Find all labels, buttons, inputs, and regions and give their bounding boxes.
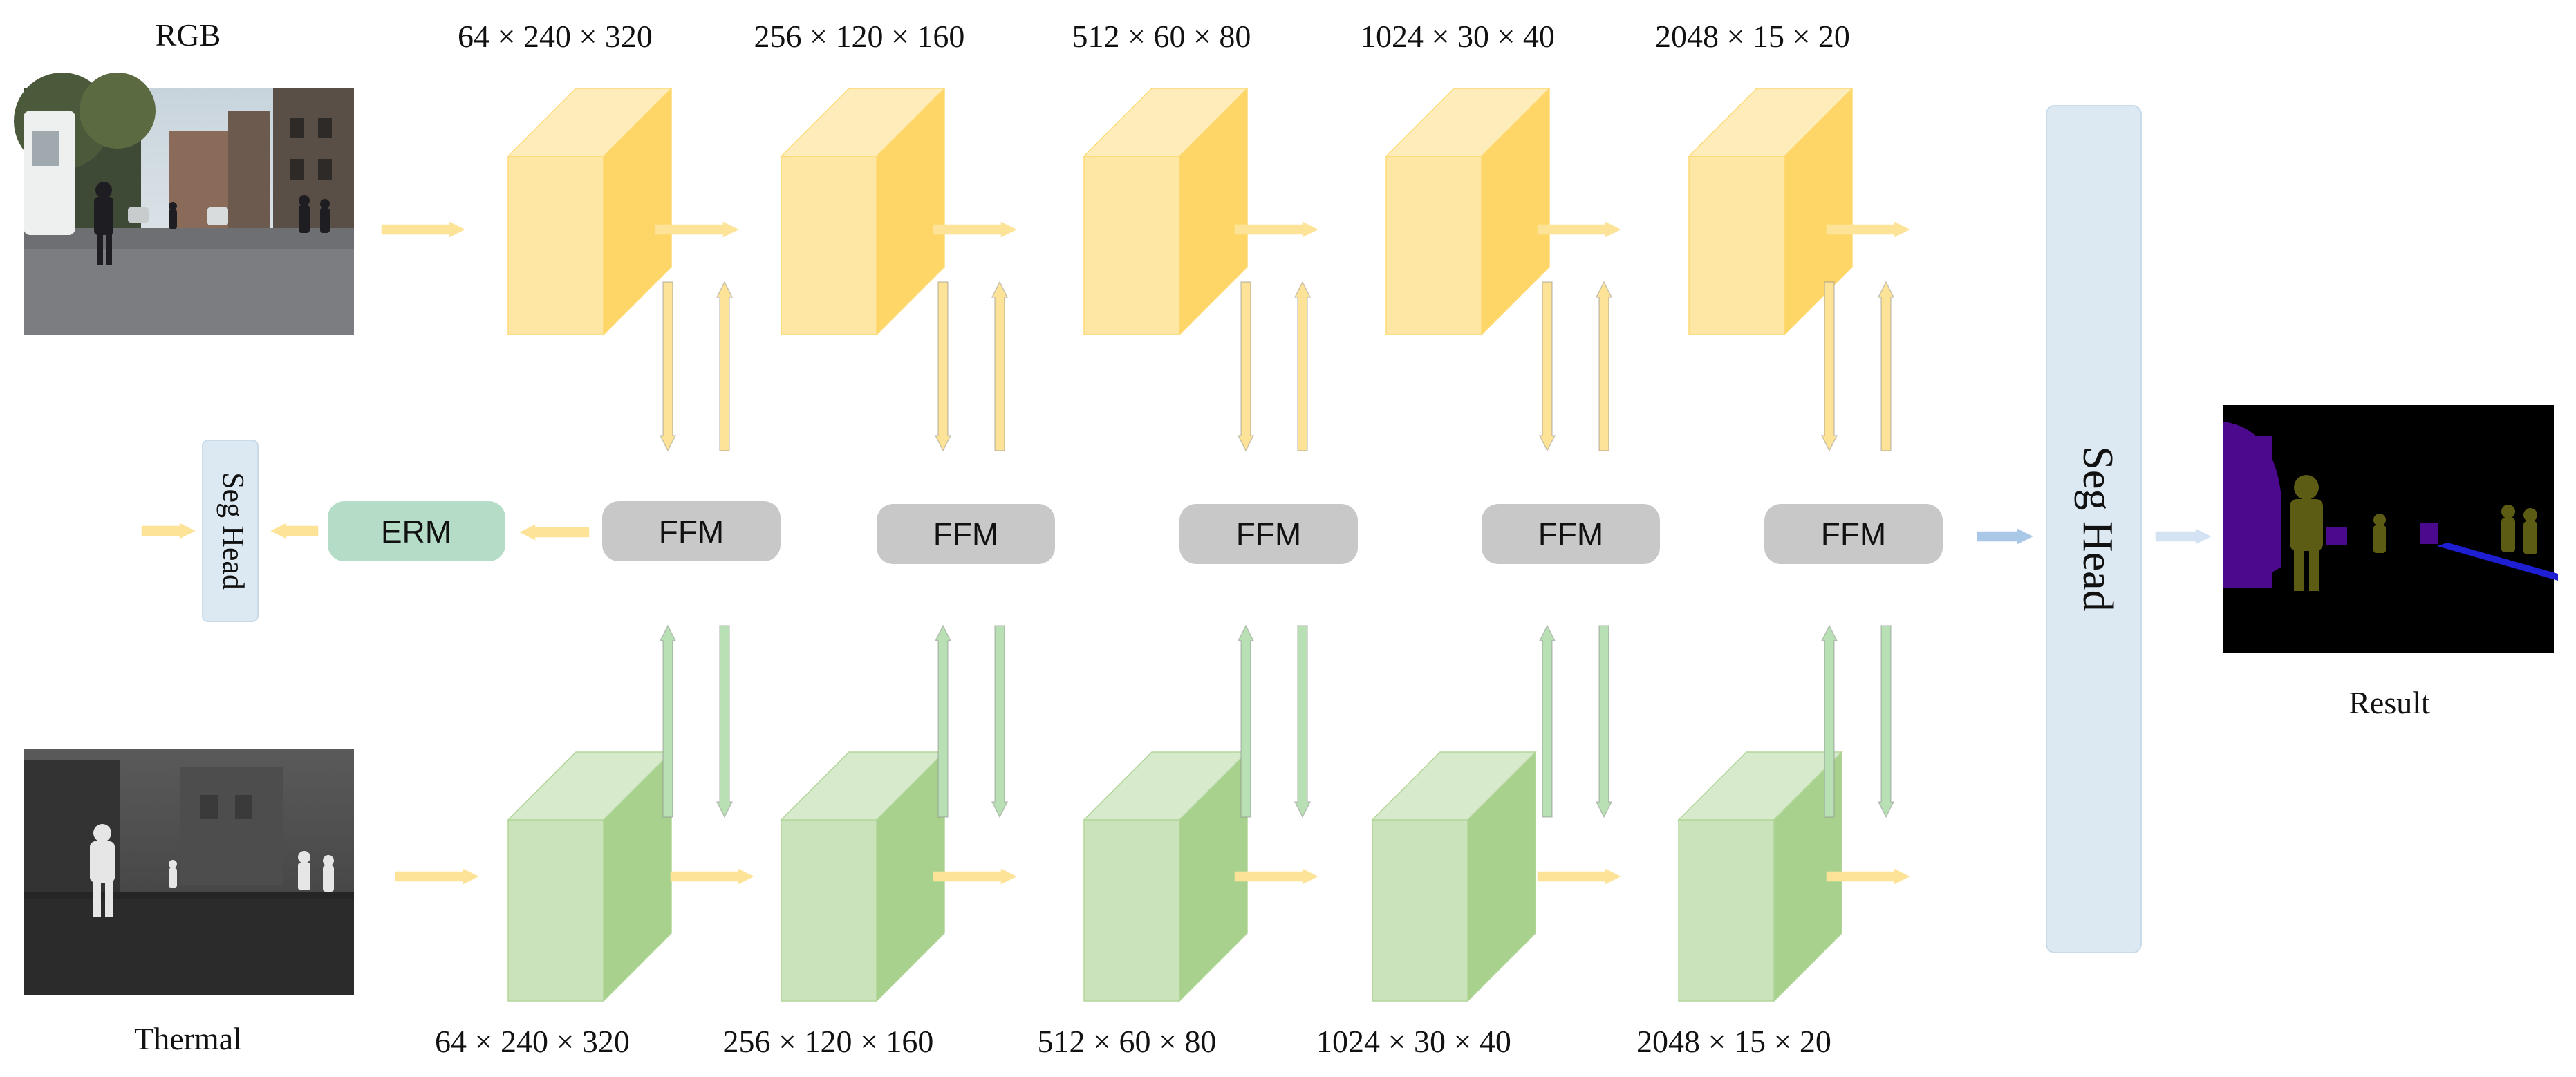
ffm-to-thermal-arrow-4 bbox=[1595, 625, 1613, 818]
thermal-label: Thermal bbox=[134, 1021, 242, 1056]
thermal-flow-arrow-1 bbox=[395, 868, 480, 885]
thermal-to-ffm-arrow-2 bbox=[934, 624, 952, 818]
ffm-module-3-label: FFM bbox=[1236, 516, 1302, 552]
rgb-feature-block-5 bbox=[1688, 87, 1854, 336]
rgb-stage-2-dims: 256 × 120 × 160 bbox=[754, 19, 965, 54]
ffm-to-thermal-arrow-2 bbox=[991, 625, 1009, 818]
rgb-flow-arrow-2 bbox=[655, 221, 740, 238]
ffm-module-1: FFM bbox=[602, 501, 781, 561]
rgb-feature-block-4 bbox=[1385, 87, 1551, 336]
thermal-stage-4-dims: 1024 × 30 × 40 bbox=[1316, 1024, 1511, 1059]
thermal-feature-block-1 bbox=[507, 751, 673, 1002]
thermal-stage-2-dims: 256 × 120 × 160 bbox=[723, 1024, 934, 1059]
rgb-to-ffm-arrow-5 bbox=[1820, 281, 1838, 452]
thermal-flow-arrow-3 bbox=[933, 868, 1018, 885]
rgb-label: RGB bbox=[156, 17, 221, 53]
ffm-module-5-label: FFM bbox=[1821, 516, 1887, 552]
rgb-to-ffm-arrow-1 bbox=[659, 281, 677, 452]
result-image bbox=[2223, 405, 2558, 653]
ffm-module-5: FFM bbox=[1764, 504, 1943, 564]
rgb-input-image bbox=[14, 73, 354, 335]
seghead-output-arrow bbox=[141, 523, 196, 539]
ffm-modules: FFM FFM FFM FFM FFM bbox=[602, 501, 1943, 564]
rgb-feature-block-2 bbox=[780, 87, 946, 336]
ffm-module-4: FFM bbox=[1482, 504, 1660, 564]
ffm-to-rgb-arrow-3 bbox=[1294, 281, 1312, 451]
rgb-stage-4-dims: 1024 × 30 × 40 bbox=[1360, 19, 1555, 54]
rgb-encoder-blocks bbox=[507, 87, 1854, 336]
flow-arrows bbox=[141, 221, 2212, 885]
rgb-stage-3-dims: 512 × 60 × 80 bbox=[1072, 19, 1251, 54]
erm-label: ERM bbox=[381, 514, 451, 550]
thermal-input-image bbox=[24, 749, 354, 995]
rgb-to-ffm-arrow-4 bbox=[1538, 281, 1556, 452]
seg-head-large: Seg Head bbox=[2046, 105, 2142, 953]
rgb-to-ffm-arrow-3 bbox=[1237, 281, 1255, 452]
erm-to-seghead-arrow bbox=[270, 523, 319, 539]
ffm-to-erm-arrow bbox=[519, 524, 590, 541]
erm-module: ERM bbox=[328, 501, 505, 561]
thermal-to-ffm-arrow-4 bbox=[1538, 624, 1556, 818]
rgb-flow-arrow-5 bbox=[1537, 221, 1622, 238]
rgb-flow-arrow-6 bbox=[1826, 221, 1911, 238]
ffm-to-rgb-arrow-1 bbox=[716, 281, 734, 451]
thermal-feature-block-2 bbox=[780, 751, 946, 1002]
ffm-to-thermal-arrow-5 bbox=[1877, 625, 1895, 818]
ffm-module-3: FFM bbox=[1179, 504, 1358, 564]
thermal-stage-3-dims: 512 × 60 × 80 bbox=[1038, 1024, 1217, 1059]
rgb-to-ffm-arrow-2 bbox=[934, 281, 952, 452]
thermal-to-ffm-arrow-5 bbox=[1820, 624, 1838, 818]
rgb-feature-block-3 bbox=[1083, 87, 1249, 336]
thermal-feature-block-5 bbox=[1677, 751, 1843, 1002]
rgb-feature-block-1 bbox=[507, 87, 673, 336]
rgb-stage-1-dims: 64 × 240 × 320 bbox=[458, 19, 653, 54]
seghead-to-result-arrow bbox=[2155, 528, 2212, 545]
rgb-flow-arrow-4 bbox=[1234, 221, 1319, 238]
ffm-module-1-label: FFM bbox=[659, 514, 725, 550]
thermal-to-ffm-arrow-1 bbox=[659, 624, 677, 818]
thermal-stage-5-dims: 2048 × 15 × 20 bbox=[1636, 1024, 1831, 1059]
ffm-to-seghead-arrow bbox=[1977, 528, 2034, 545]
thermal-to-ffm-arrow-3 bbox=[1237, 624, 1255, 818]
seg-head-large-label: Seg Head bbox=[2074, 446, 2121, 611]
result-label: Result bbox=[2349, 685, 2430, 720]
seg-head-small-label: Seg Head bbox=[216, 472, 250, 590]
thermal-stage-1-dims: 64 × 240 × 320 bbox=[435, 1024, 630, 1059]
ffm-to-thermal-arrow-1 bbox=[716, 625, 734, 818]
thermal-flow-arrow-6 bbox=[1826, 868, 1911, 885]
ffm-to-rgb-arrow-5 bbox=[1877, 281, 1895, 451]
thermal-feature-block-4 bbox=[1371, 751, 1537, 1002]
thermal-flow-arrow-4 bbox=[1234, 868, 1319, 885]
thermal-flow-arrow-2 bbox=[670, 868, 755, 885]
ffm-to-thermal-arrow-3 bbox=[1294, 625, 1312, 818]
thermal-feature-block-3 bbox=[1083, 751, 1249, 1002]
ffm-module-2: FFM bbox=[877, 504, 1055, 564]
rgb-flow-arrow-1 bbox=[381, 221, 466, 238]
rgb-stage-5-dims: 2048 × 15 × 20 bbox=[1655, 19, 1850, 54]
ffm-to-rgb-arrow-4 bbox=[1595, 281, 1613, 451]
ffm-module-2-label: FFM bbox=[933, 516, 999, 552]
ffm-module-4-label: FFM bbox=[1538, 516, 1604, 552]
thermal-flow-arrow-5 bbox=[1537, 868, 1622, 885]
rgb-flow-arrow-3 bbox=[933, 221, 1018, 238]
seg-head-small: Seg Head bbox=[202, 440, 259, 622]
ffm-to-rgb-arrow-2 bbox=[991, 281, 1009, 451]
